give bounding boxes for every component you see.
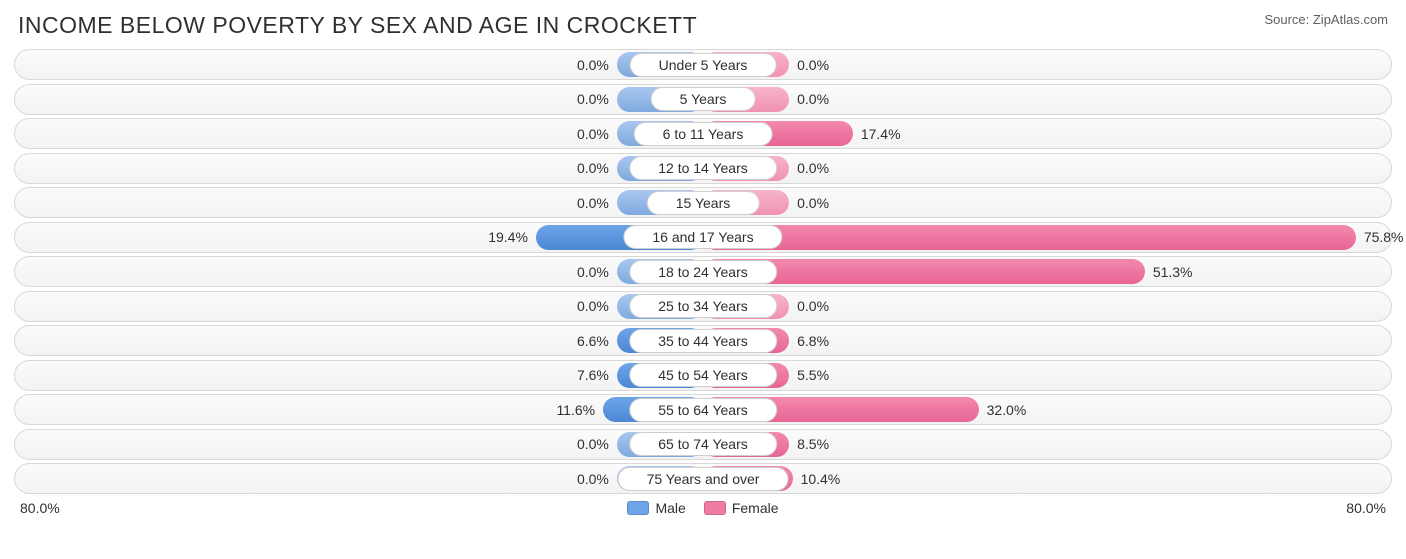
male-value: 19.4% [488,229,528,245]
chart-row: 0.0% 8.5% 65 to 74 Years [14,429,1392,460]
chart-row: 0.0% 0.0% 15 Years [14,187,1392,218]
axis-max-right: 80.0% [1346,500,1386,516]
male-value: 0.0% [577,126,609,142]
age-group-label: Under 5 Years [630,53,777,77]
female-value: 0.0% [797,91,829,107]
female-value: 0.0% [797,160,829,176]
female-value: 0.0% [797,298,829,314]
chart-footer: 80.0% Male Female 80.0% [10,498,1396,516]
male-value: 0.0% [577,436,609,452]
female-bar [703,225,1356,250]
male-value: 0.0% [577,471,609,487]
female-value: 32.0% [987,402,1027,418]
age-group-label: 75 Years and over [618,467,789,491]
chart-row: 0.0% 0.0% 5 Years [14,84,1392,115]
legend-female-label: Female [732,500,779,516]
female-swatch-icon [704,501,726,515]
female-value: 75.8% [1364,229,1404,245]
male-value: 11.6% [556,402,595,418]
chart-row: 0.0% 51.3% 18 to 24 Years [14,256,1392,287]
chart-source: Source: ZipAtlas.com [1264,12,1388,27]
age-group-label: 25 to 34 Years [629,294,777,318]
female-value: 10.4% [801,471,841,487]
male-value: 0.0% [577,195,609,211]
male-value: 0.0% [577,264,609,280]
age-group-label: 35 to 44 Years [629,329,777,353]
axis-max-left: 80.0% [20,500,60,516]
chart-row: 7.6% 5.5% 45 to 54 Years [14,360,1392,391]
chart-row: 19.4%75.8%16 and 17 Years [14,222,1392,253]
age-group-label: 15 Years [647,191,760,215]
legend-male: Male [627,500,685,516]
legend: Male Female [627,500,778,516]
male-value: 0.0% [577,57,609,73]
age-group-label: 12 to 14 Years [629,156,777,180]
chart-row: 0.0% 10.4% 75 Years and over [14,463,1392,494]
age-group-label: 18 to 24 Years [629,260,777,284]
chart-row: 0.0% 0.0% Under 5 Years [14,49,1392,80]
chart-row: 0.0% 0.0% 25 to 34 Years [14,291,1392,322]
poverty-by-sex-age-chart: INCOME BELOW POVERTY BY SEX AND AGE IN C… [0,0,1406,559]
age-group-label: 6 to 11 Years [634,122,773,146]
female-value: 51.3% [1153,264,1193,280]
legend-female: Female [704,500,779,516]
age-group-label: 65 to 74 Years [629,432,777,456]
female-value: 0.0% [797,195,829,211]
male-swatch-icon [627,501,649,515]
female-value: 17.4% [861,126,901,142]
chart-row: 6.6% 6.8% 35 to 44 Years [14,325,1392,356]
male-value: 0.0% [577,91,609,107]
male-value: 6.6% [577,333,609,349]
age-group-label: 16 and 17 Years [623,225,782,249]
legend-male-label: Male [655,500,685,516]
chart-row: 0.0% 0.0% 12 to 14 Years [14,153,1392,184]
chart-row: 11.6% 32.0% 55 to 64 Years [14,394,1392,425]
female-value: 5.5% [797,367,829,383]
female-value: 0.0% [797,57,829,73]
female-value: 6.8% [797,333,829,349]
male-value: 0.0% [577,298,609,314]
chart-rows: 0.0%0.0%Under 5 Years0.0%0.0%5 Years0.0%… [10,49,1396,494]
chart-row: 0.0% 17.4% 6 to 11 Years [14,118,1392,149]
age-group-label: 55 to 64 Years [629,398,777,422]
female-value: 8.5% [797,436,829,452]
male-value: 7.6% [577,367,609,383]
chart-title: INCOME BELOW POVERTY BY SEX AND AGE IN C… [18,12,697,39]
chart-header: INCOME BELOW POVERTY BY SEX AND AGE IN C… [10,8,1396,49]
age-group-label: 5 Years [651,87,756,111]
male-value: 0.0% [577,160,609,176]
age-group-label: 45 to 54 Years [629,363,777,387]
